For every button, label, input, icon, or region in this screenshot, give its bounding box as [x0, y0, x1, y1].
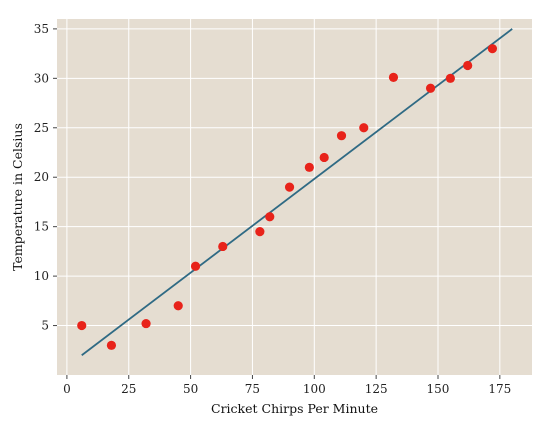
- y-tick-label: 30: [34, 71, 49, 85]
- x-tick-label: 125: [365, 382, 388, 396]
- tick-labels: 0 25 50 75 100 125 150 175 5 10 15 20 25 30 35: [34, 22, 512, 396]
- y-tick-label: 5: [41, 319, 49, 333]
- data-point: [487, 44, 498, 54]
- y-axis-title: Temperature in Celsius: [10, 123, 25, 271]
- y-tick-label: 35: [34, 22, 49, 36]
- data-point: [190, 261, 201, 271]
- data-point: [106, 340, 117, 350]
- data-point: [173, 301, 183, 311]
- x-tick-label: 175: [488, 382, 511, 396]
- data-point: [255, 227, 265, 237]
- x-tick-label: 25: [121, 382, 136, 396]
- y-tick-label: 15: [34, 220, 49, 234]
- x-tick-label: 75: [245, 382, 260, 396]
- data-point: [284, 182, 295, 192]
- data-point: [425, 83, 436, 93]
- data-point: [304, 162, 314, 172]
- data-point: [463, 60, 473, 71]
- data-point: [265, 212, 275, 222]
- x-tick-label: 50: [183, 382, 198, 396]
- data-point: [319, 152, 329, 163]
- y-tick-label: 20: [34, 170, 49, 184]
- data-point: [77, 320, 87, 331]
- x-tick-label: 150: [427, 382, 450, 396]
- x-axis-title: Cricket Chirps Per Minute: [211, 401, 378, 416]
- data-point: [359, 123, 369, 133]
- x-tick-label: 100: [303, 382, 326, 396]
- x-tick-label: 0: [63, 382, 71, 396]
- chart-marks: [77, 28, 513, 356]
- y-tick-label: 25: [34, 121, 49, 135]
- trend-line: [81, 28, 513, 356]
- data-point: [445, 73, 455, 83]
- data-point: [141, 318, 151, 329]
- y-tick-label: 10: [34, 269, 49, 283]
- data-point: [218, 241, 228, 252]
- grid-lines: [57, 19, 532, 375]
- data-point: [388, 72, 399, 82]
- data-point: [336, 131, 347, 141]
